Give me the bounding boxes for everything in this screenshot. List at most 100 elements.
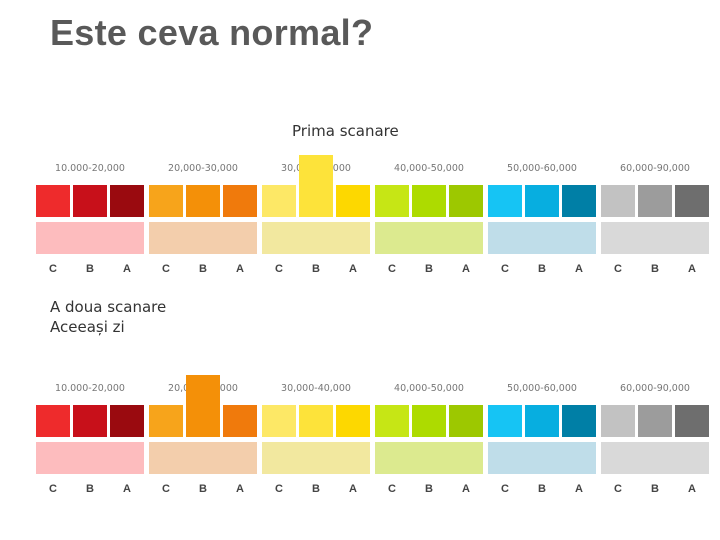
range-label: 20,000-30,000 (149, 163, 257, 174)
color-swatch (412, 185, 446, 217)
range-label: 60,000-90,000 (601, 163, 709, 174)
range-pale-bar (262, 222, 370, 254)
grade-letter: C (36, 263, 70, 275)
grade-letter: A (675, 483, 709, 495)
range-pale-bar (601, 442, 709, 474)
grade-letter: A (562, 483, 596, 495)
range-pale-bar (36, 442, 144, 474)
color-swatch (36, 185, 70, 217)
grade-letter: C (262, 263, 296, 275)
range-label: 10.000-20,000 (36, 163, 144, 174)
color-swatch (412, 405, 446, 437)
range-label: 40,000-50,000 (375, 383, 483, 394)
range-label-text: 30,000-40,000 (279, 383, 353, 394)
grade-letter: B (299, 263, 333, 275)
color-swatch (525, 405, 559, 437)
range-label: 10.000-20,000 (36, 383, 144, 394)
grade-letter: A (336, 263, 370, 275)
range-group: 10.000-20,000 C B A (36, 155, 144, 295)
color-swatch (601, 185, 635, 217)
color-swatch (601, 405, 635, 437)
second-scan-label: A doua scanare Aceeași zi (50, 297, 166, 337)
range-label-text: 60,000-90,000 (618, 163, 692, 174)
range-label: 30,000-40,000 (262, 383, 370, 394)
color-swatch (562, 185, 596, 217)
color-swatch (110, 405, 144, 437)
color-swatch (149, 405, 183, 437)
range-pale-bar (149, 442, 257, 474)
color-swatch (638, 185, 672, 217)
color-swatch (675, 405, 709, 437)
grade-letter: C (601, 483, 635, 495)
grade-letter: A (110, 263, 144, 275)
grade-letter: C (375, 263, 409, 275)
range-group: 50,000-60,000 C B A (488, 375, 596, 515)
range-label: 60,000-90,000 (601, 383, 709, 394)
grade-letter: B (186, 263, 220, 275)
range-label-text: 50,000-60,000 (505, 383, 579, 394)
color-swatch (149, 185, 183, 217)
grade-letter: B (73, 483, 107, 495)
color-swatch (562, 405, 596, 437)
range-label: 50,000-60,000 (488, 383, 596, 394)
grade-letter: A (675, 263, 709, 275)
grade-letter: C (601, 263, 635, 275)
range-pale-bar (488, 442, 596, 474)
range-pale-bar (36, 222, 144, 254)
grade-letter: A (223, 483, 257, 495)
grade-letter: C (149, 483, 183, 495)
grade-letter: C (488, 263, 522, 275)
grade-letter: A (449, 263, 483, 275)
grade-letter: A (110, 483, 144, 495)
range-pale-bar (149, 222, 257, 254)
color-swatch (223, 185, 257, 217)
color-swatch (488, 405, 522, 437)
grade-letter: B (73, 263, 107, 275)
second-scan-label-line1: A doua scanare (50, 297, 166, 317)
grade-letter: C (149, 263, 183, 275)
range-pale-bar (375, 442, 483, 474)
grade-letter: B (525, 263, 559, 275)
first-scan-scale: 10.000-20,000CBA20,000-30,000CBA30,000-4… (0, 155, 720, 295)
grade-letter: C (262, 483, 296, 495)
color-swatch (110, 185, 144, 217)
color-swatch (223, 405, 257, 437)
color-swatch (375, 405, 409, 437)
grade-letter: A (562, 263, 596, 275)
color-swatch (525, 185, 559, 217)
range-label-text: 50,000-60,000 (505, 163, 579, 174)
color-swatch (186, 185, 220, 217)
color-swatch (375, 185, 409, 217)
color-swatch (336, 405, 370, 437)
slide-title: Este ceva normal? (50, 12, 373, 54)
range-group: 60,000-90,000 C B A (601, 375, 709, 515)
range-pale-bar (375, 222, 483, 254)
range-group: 40,000-50,000 C B A (375, 375, 483, 515)
range-pale-bar (262, 442, 370, 474)
range-group: 60,000-90,000 C B A (601, 155, 709, 295)
range-pale-bar (488, 222, 596, 254)
second-scan-label-line2: Aceeași zi (50, 317, 166, 337)
scan-result-marker (299, 155, 333, 217)
grade-letter: C (488, 483, 522, 495)
grade-letter: C (375, 483, 409, 495)
range-group: 50,000-60,000 C B A (488, 155, 596, 295)
range-label-text: 60,000-90,000 (618, 383, 692, 394)
color-swatch (262, 185, 296, 217)
range-label: 50,000-60,000 (488, 163, 596, 174)
grade-letter: A (336, 483, 370, 495)
color-swatch (336, 185, 370, 217)
color-swatch (36, 405, 70, 437)
grade-letter: B (186, 483, 220, 495)
color-swatch (73, 405, 107, 437)
color-swatch (299, 405, 333, 437)
color-swatch (449, 185, 483, 217)
grade-letter: B (412, 483, 446, 495)
grade-letter: B (299, 483, 333, 495)
color-swatch (488, 185, 522, 217)
range-label: 40,000-50,000 (375, 163, 483, 174)
grade-letter: A (223, 263, 257, 275)
